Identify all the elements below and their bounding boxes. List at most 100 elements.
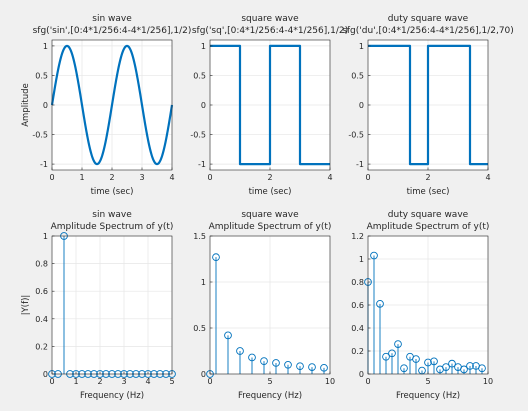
chart-1 — [50, 39, 174, 171]
chart-2-x-tick-label-1: 2 — [267, 173, 272, 182]
chart-6-marker-13 — [442, 363, 450, 371]
chart-3-x-tick-label-0: 0 — [365, 173, 370, 182]
chart-4-x-tick-label-4: 4 — [145, 377, 150, 386]
chart-5-marker-10 — [320, 363, 328, 372]
chart-5-subtitle: Amplitude Spectrum of y(t) — [209, 222, 332, 232]
chart-6-y-tick-label-4: 0.8 — [351, 278, 364, 287]
chart-6-title: duty square wave — [388, 210, 469, 220]
chart-6-y-tick-label-1: 0.2 — [351, 347, 364, 356]
chart-1-subtitle: sfg('sin',[0:4*1/256:4-4*1/256],1/2) — [33, 26, 192, 36]
chart-4-y-tick-label-4: 0.8 — [35, 260, 48, 269]
chart-5-marker-5 — [260, 357, 268, 365]
chart-6-y-tick-label-6: 1.2 — [351, 232, 364, 241]
chart-4-y-tick-label-1: 0.2 — [35, 342, 48, 351]
chart-6-x-axis-label: Frequency (Hz) — [396, 391, 460, 401]
chart-5-marker-4 — [248, 353, 256, 362]
chart-3-y-tick-label-4: 1 — [359, 42, 364, 51]
chart-6-marker-19 — [478, 364, 486, 373]
chart-6-x-tick-label-1: 5 — [425, 377, 430, 386]
chart-6-marker-1 — [370, 251, 378, 260]
chart-4-x-tick-label-3: 3 — [121, 377, 126, 386]
chart-6-y-tick-label-0: 0 — [359, 370, 364, 379]
chart-6-marker-10 — [424, 358, 432, 367]
chart-1-y-tick-label-3: 0.5 — [35, 71, 48, 80]
chart-4-x-tick-label-0: 0 — [49, 377, 54, 386]
chart-5-title: square wave — [241, 210, 299, 220]
chart-1-y-tick-label-2: 0 — [43, 101, 48, 110]
chart-1-x-axis-label: time (sec) — [91, 187, 134, 197]
chart-1-y-axis-label: Amplitude — [21, 83, 31, 127]
chart-5-x-tick-label-2: 10 — [325, 377, 335, 386]
chart-5-marker-1 — [212, 253, 220, 262]
chart-1-y-tick-label-1: -0.5 — [32, 131, 48, 140]
chart-4-y-tick-label-5: 1 — [43, 232, 48, 241]
chart-2-y-tick-label-4: 1 — [201, 42, 206, 51]
chart-4-x-tick-label-1: 1 — [73, 377, 78, 386]
chart-6-marker-14 — [448, 359, 456, 368]
chart-1-x-tick-label-4: 4 — [169, 173, 174, 182]
chart-4-x-axis-label: Frequency (Hz) — [80, 391, 144, 401]
chart-4-y-tick-label-0: 0 — [43, 370, 48, 379]
chart-6-marker-5 — [394, 340, 402, 348]
chart-3-y-tick-label-2: 0 — [359, 101, 364, 110]
chart-1-series-line — [50, 44, 174, 166]
chart-2 — [209, 39, 331, 171]
chart-2-y-tick-label-1: -0.5 — [190, 131, 206, 140]
chart-4-plot-area — [52, 236, 172, 374]
chart-1-title: sin wave — [92, 14, 132, 24]
chart-5-marker-3 — [236, 347, 244, 355]
chart-4-y-tick-label-3: 0.6 — [35, 287, 48, 296]
chart-6-marker-2 — [376, 300, 384, 308]
chart-3-y-tick-label-3: 0.5 — [351, 71, 364, 80]
chart-1-y-tick-label-0: -1 — [40, 160, 48, 169]
chart-5-marker-8 — [296, 362, 304, 371]
chart-2-x-tick-label-0: 0 — [207, 173, 212, 182]
chart-2-x-tick-label-2: 4 — [327, 173, 332, 182]
chart-6-x-tick-label-2: 10 — [483, 377, 493, 386]
chart-2-y-tick-label-0: -1 — [198, 160, 206, 169]
chart-2-y-tick-label-2: 0 — [201, 101, 206, 110]
chart-6-x-tick-label-0: 0 — [365, 377, 370, 386]
chart-4-subtitle: Amplitude Spectrum of y(t) — [51, 222, 174, 232]
chart-1-y-tick-label-4: 1 — [43, 42, 48, 51]
chart-5-x-tick-label-1: 5 — [267, 377, 272, 386]
chart-2-y-tick-label-3: 0.5 — [193, 71, 206, 80]
chart-6-marker-11 — [430, 357, 438, 366]
chart-5-x-tick-label-0: 0 — [207, 377, 212, 386]
chart-1-x-tick-label-0: 0 — [49, 173, 54, 182]
chart-3-x-axis-label: time (sec) — [407, 187, 450, 197]
chart-4-axes-box — [51, 235, 173, 375]
chart-6 — [364, 235, 489, 375]
chart-4-x-tick-label-2: 2 — [97, 377, 102, 386]
chart-6-marker-4 — [388, 349, 396, 358]
chart-2-series-line — [210, 44, 330, 166]
chart-5 — [206, 235, 331, 378]
chart-5-y-tick-label-2: 1 — [201, 278, 206, 287]
chart-6-marker-6 — [400, 364, 408, 373]
chart-4-y-axis-label: |Y(f)| — [21, 295, 31, 316]
chart-3-title: duty square wave — [388, 14, 469, 24]
chart-6-y-tick-label-3: 0.6 — [351, 301, 364, 310]
chart-5-marker-7 — [284, 360, 292, 369]
chart-5-marker-9 — [308, 363, 316, 371]
chart-4-y-tick-label-2: 0.4 — [35, 315, 48, 324]
chart-5-x-axis-label: Frequency (Hz) — [238, 391, 302, 401]
chart-4-x-tick-label-5: 5 — [169, 377, 174, 386]
chart-6-marker-3 — [382, 352, 390, 361]
chart-3-y-tick-label-0: -1 — [356, 160, 364, 169]
chart-2-subtitle: sfg('sq',[0:4*1/256:4-4*1/256],1/2) — [192, 26, 348, 36]
chart-5-y-tick-label-0: 0 — [201, 370, 206, 379]
chart-3-y-tick-label-1: -0.5 — [348, 131, 364, 140]
chart-5-marker-6 — [272, 359, 280, 367]
chart-5-marker-2 — [224, 331, 232, 340]
chart-3-x-tick-label-1: 2 — [425, 173, 430, 182]
chart-1-x-tick-label-2: 2 — [109, 173, 114, 182]
chart-1-x-tick-label-3: 3 — [139, 173, 144, 182]
chart-6-y-tick-label-2: 0.4 — [351, 324, 364, 333]
chart-3-series-line — [368, 44, 488, 166]
chart-3-x-tick-label-2: 4 — [485, 173, 490, 182]
chart-6-marker-16 — [460, 365, 468, 374]
chart-6-subtitle: Amplitude Spectrum of y(t) — [367, 222, 490, 232]
chart-6-y-tick-label-5: 1 — [359, 255, 364, 264]
